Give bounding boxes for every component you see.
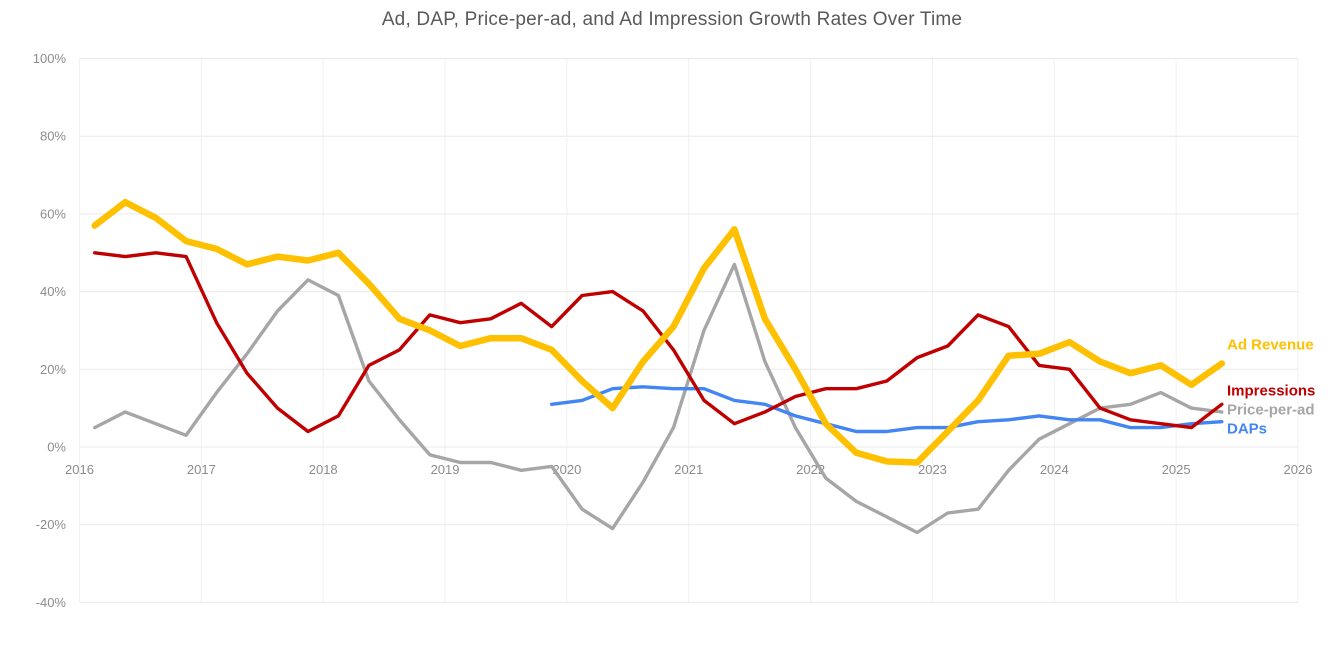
y-tick-label-20: 20% xyxy=(40,362,66,377)
series-line-daps xyxy=(550,385,1224,434)
x-tick-label-2019: 2019 xyxy=(431,462,460,477)
x-tick-label-2021: 2021 xyxy=(674,462,703,477)
series-line-impressions xyxy=(92,251,1224,434)
y-tick-label-60: 60% xyxy=(40,206,66,221)
series-line-price-per-ad xyxy=(92,262,1224,535)
x-tick-label-2018: 2018 xyxy=(309,462,338,477)
x-tick-label-2026: 2026 xyxy=(1284,462,1313,477)
x-tick-label-2024: 2024 xyxy=(1040,462,1069,477)
gridlines xyxy=(79,58,1299,603)
series-lines xyxy=(91,198,1226,535)
y-tick-label-40: 40% xyxy=(40,284,66,299)
legend: Ad Revenue Impressions Price-per-ad DAPs xyxy=(1227,337,1315,438)
legend-label-price-per-ad: Price-per-ad xyxy=(1227,402,1315,419)
chart-title: Ad, DAP, Price-per-ad, and Ad Impression… xyxy=(382,9,962,30)
y-tick-label-80: 80% xyxy=(40,129,66,144)
y-tick-label--20: -20% xyxy=(36,517,67,532)
legend-label-impressions: Impressions xyxy=(1227,383,1315,400)
x-tick-label-2020: 2020 xyxy=(552,462,581,477)
legend-label-daps: DAPs xyxy=(1227,421,1267,438)
series-line-ad-revenue xyxy=(91,198,1226,466)
x-tick-label-2025: 2025 xyxy=(1162,462,1191,477)
y-tick-label-100: 100% xyxy=(33,51,67,66)
legend-label-ad-revenue: Ad Revenue xyxy=(1227,337,1314,354)
y-tick-label-0: 0% xyxy=(47,440,66,455)
y-tick-label--40: -40% xyxy=(36,595,67,610)
x-tick-label-2017: 2017 xyxy=(187,462,216,477)
x-tick-label-2016: 2016 xyxy=(65,462,94,477)
axis-tick-labels: 2016 2017 2018 2019 2020 2021 2022 2023 2024 2025… xyxy=(33,51,1313,610)
x-tick-label-2023: 2023 xyxy=(918,462,947,477)
